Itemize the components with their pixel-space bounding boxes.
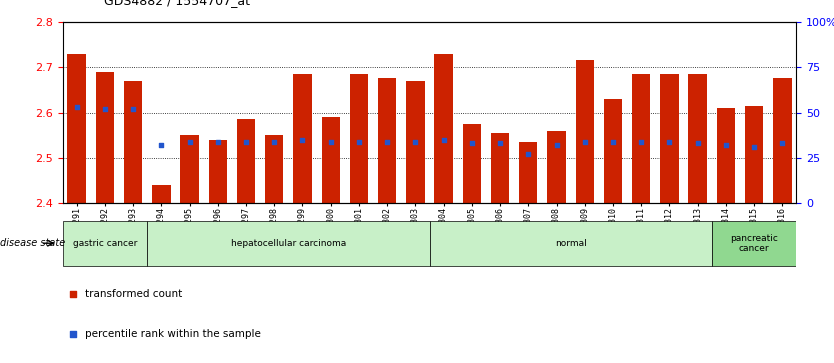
Bar — [463, 124, 481, 203]
Bar — [349, 74, 368, 203]
Point — [465, 140, 479, 146]
Point — [437, 137, 450, 143]
Bar — [604, 99, 622, 203]
Point — [635, 139, 648, 144]
Point — [494, 140, 507, 146]
Point — [747, 144, 761, 150]
Point — [98, 106, 112, 112]
Bar — [68, 53, 86, 203]
Text: percentile rank within the sample: percentile rank within the sample — [85, 329, 261, 339]
Bar — [294, 74, 312, 203]
Point — [352, 139, 365, 144]
Bar — [322, 117, 340, 203]
Bar — [745, 106, 763, 203]
Point — [183, 139, 196, 144]
Bar — [378, 78, 396, 203]
Point — [66, 331, 79, 337]
Bar — [661, 74, 679, 203]
Text: transformed count: transformed count — [85, 289, 183, 299]
Bar — [716, 108, 735, 203]
Point — [127, 106, 140, 112]
Point — [380, 139, 394, 144]
Point — [521, 151, 535, 157]
Bar — [180, 135, 198, 203]
Bar — [237, 119, 255, 203]
Text: disease state: disease state — [0, 238, 65, 248]
Point — [324, 139, 338, 144]
Point — [606, 139, 620, 144]
Text: pancreatic
cancer: pancreatic cancer — [731, 233, 778, 253]
Point — [409, 139, 422, 144]
Bar — [547, 131, 565, 203]
Point — [70, 104, 83, 110]
Bar — [406, 81, 425, 203]
Text: hepatocellular carcinoma: hepatocellular carcinoma — [231, 239, 346, 248]
Bar — [519, 142, 537, 203]
Bar — [124, 81, 143, 203]
FancyBboxPatch shape — [63, 221, 148, 266]
Point — [296, 137, 309, 143]
Point — [691, 140, 705, 146]
FancyBboxPatch shape — [711, 221, 796, 266]
Point — [550, 142, 563, 148]
Bar — [265, 135, 284, 203]
Bar — [208, 140, 227, 203]
Bar — [575, 60, 594, 203]
Point — [719, 142, 732, 148]
Bar — [632, 74, 651, 203]
FancyBboxPatch shape — [430, 221, 711, 266]
Point — [776, 140, 789, 146]
Bar — [435, 53, 453, 203]
Text: normal: normal — [555, 239, 586, 248]
Text: gastric cancer: gastric cancer — [73, 239, 137, 248]
Bar — [491, 133, 510, 203]
Point — [268, 139, 281, 144]
Point — [211, 139, 224, 144]
Point — [663, 139, 676, 144]
Bar — [773, 78, 791, 203]
Point — [66, 291, 79, 297]
Bar — [689, 74, 707, 203]
Bar — [96, 72, 114, 203]
Bar — [152, 185, 170, 203]
Point — [154, 142, 168, 148]
Text: GDS4882 / 1554707_at: GDS4882 / 1554707_at — [104, 0, 250, 7]
FancyBboxPatch shape — [148, 221, 430, 266]
Point — [578, 139, 591, 144]
Point — [239, 139, 253, 144]
